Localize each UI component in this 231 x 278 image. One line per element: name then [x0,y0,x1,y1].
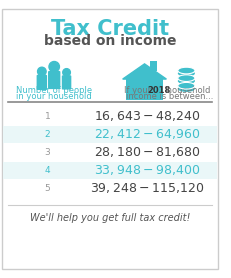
Text: 2: 2 [45,130,50,139]
FancyBboxPatch shape [36,75,47,90]
FancyBboxPatch shape [2,9,218,269]
Circle shape [63,69,70,76]
Polygon shape [123,64,166,79]
Text: household: household [164,86,210,95]
Text: $16,643 - $48,240: $16,643 - $48,240 [94,109,201,123]
Text: $28,180 - $81,680: $28,180 - $81,680 [94,145,201,159]
FancyBboxPatch shape [3,126,217,143]
FancyBboxPatch shape [62,75,71,90]
Text: Number of people: Number of people [16,86,92,95]
Text: 3: 3 [45,148,50,157]
Ellipse shape [178,78,195,84]
Text: 4: 4 [45,166,50,175]
Text: based on income: based on income [44,34,176,48]
Text: We'll help you get full tax credit!: We'll help you get full tax credit! [30,213,190,223]
FancyBboxPatch shape [48,71,60,89]
Text: If your: If your [124,86,153,95]
Ellipse shape [178,70,195,77]
Ellipse shape [178,85,195,92]
Text: $39,248 - $115,120: $39,248 - $115,120 [90,182,205,195]
FancyBboxPatch shape [150,61,157,71]
FancyBboxPatch shape [3,162,217,179]
Ellipse shape [178,82,195,89]
Ellipse shape [178,75,195,81]
Text: 5: 5 [45,184,50,193]
Text: 1: 1 [45,112,50,121]
FancyBboxPatch shape [126,79,163,100]
Text: $22,412 - $64,960: $22,412 - $64,960 [94,127,201,141]
Text: income is between...: income is between... [126,92,214,101]
Text: $33,948 - $98,400: $33,948 - $98,400 [94,163,201,177]
Ellipse shape [178,67,195,74]
Circle shape [49,61,59,72]
Circle shape [38,67,46,76]
Text: in your household: in your household [16,92,92,101]
Text: Tax Credit: Tax Credit [51,19,169,39]
Text: 2018: 2018 [147,86,171,95]
